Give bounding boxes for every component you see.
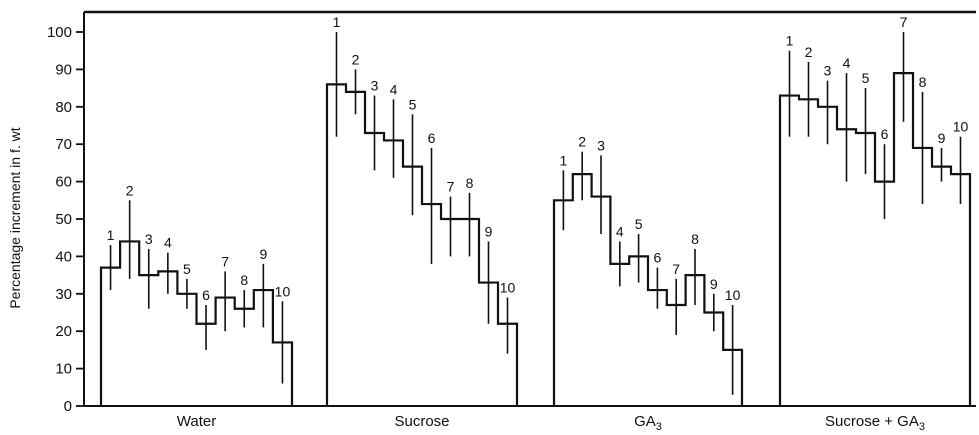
bar-number-label: 5 xyxy=(183,261,191,277)
y-axis: 0 10 20 30 40 50 60 70 80 90 100 xyxy=(47,12,85,415)
x-category-label: Sucrose + GA3 xyxy=(825,413,925,433)
y-tick-label: 40 xyxy=(55,248,72,265)
bar xyxy=(554,200,573,406)
bar-number-label: 9 xyxy=(259,246,267,262)
y-tick-label: 50 xyxy=(55,211,72,228)
bar xyxy=(365,133,384,406)
bar-number-label: 6 xyxy=(202,287,210,303)
bar-number-label: 8 xyxy=(691,231,699,247)
bar-number-label: 4 xyxy=(390,81,398,97)
bar-number-label: 2 xyxy=(126,182,134,198)
bar-number-label: 2 xyxy=(352,51,360,67)
x-axis-categories: Water Sucrose GA3 Sucrose + GA3 xyxy=(177,413,925,433)
bar-number-label: 3 xyxy=(597,137,605,153)
bar-number-label: 5 xyxy=(409,96,417,112)
x-category-label: Sucrose xyxy=(394,413,449,430)
y-tick-label: 60 xyxy=(55,174,72,191)
bar-number-label: 7 xyxy=(900,14,908,30)
bar-number-label: 10 xyxy=(725,287,741,303)
y-tick-label: 0 xyxy=(64,398,72,415)
bar-number-label: 1 xyxy=(107,227,115,243)
bar-number-label: 6 xyxy=(428,130,436,146)
x-category-subscript: 3 xyxy=(656,421,662,433)
bar-number-label: 10 xyxy=(500,280,516,296)
bar-number-label: 3 xyxy=(824,63,832,79)
bar-number-label: 6 xyxy=(881,126,889,142)
x-category-label: GA3 xyxy=(634,413,662,433)
y-tick-label: 100 xyxy=(47,24,72,41)
bar-number-label: 5 xyxy=(862,70,870,86)
bar xyxy=(177,294,196,406)
bar-number-label: 2 xyxy=(805,44,813,60)
x-category-label: Water xyxy=(177,413,216,430)
bar-number-label: 1 xyxy=(333,14,341,30)
bar xyxy=(573,174,592,406)
bar-number-label: 3 xyxy=(145,231,153,247)
y-tick-label: 70 xyxy=(55,136,72,153)
y-tick-label: 20 xyxy=(55,323,72,340)
bar-number-label: 7 xyxy=(672,261,680,277)
bar-number-label: 2 xyxy=(578,134,586,150)
bar-number-label: 9 xyxy=(938,130,946,146)
bar xyxy=(818,107,837,406)
bar-number-label: 8 xyxy=(466,175,474,191)
bar-number-label: 5 xyxy=(635,216,643,232)
bar-number-label: 7 xyxy=(221,253,229,269)
bar-number-label: 9 xyxy=(710,276,718,292)
x-category-subscript: 3 xyxy=(919,421,925,433)
y-tick-label: 90 xyxy=(55,61,72,78)
bar xyxy=(384,140,403,406)
y-tick-label: 30 xyxy=(55,286,72,303)
bar-number-label: 4 xyxy=(843,55,851,71)
bar-number-label: 6 xyxy=(654,250,662,266)
bar-number-label: 10 xyxy=(275,283,291,299)
step-outline xyxy=(325,83,519,406)
bar-number-label: 1 xyxy=(560,152,568,168)
bar xyxy=(799,99,818,406)
bar-number-label: 4 xyxy=(616,223,624,239)
bar xyxy=(780,96,799,406)
bar-number-label: 4 xyxy=(164,235,172,251)
bar-number-label: 9 xyxy=(485,223,493,239)
y-axis-label: Percentage increment in f. wt xyxy=(7,127,23,308)
bar-number-label: 8 xyxy=(240,272,248,288)
y-tick-label: 10 xyxy=(55,361,72,378)
bar xyxy=(951,174,970,406)
bar xyxy=(894,73,913,406)
bar-number-label: 3 xyxy=(371,78,379,94)
bar-number-label: 7 xyxy=(447,179,455,195)
bar xyxy=(932,167,951,406)
bar-number-label: 1 xyxy=(786,33,794,49)
y-tick-label: 80 xyxy=(55,99,72,116)
bar-number-label: 8 xyxy=(919,74,927,90)
bar xyxy=(346,92,365,406)
bar-number-label: 10 xyxy=(953,119,969,135)
